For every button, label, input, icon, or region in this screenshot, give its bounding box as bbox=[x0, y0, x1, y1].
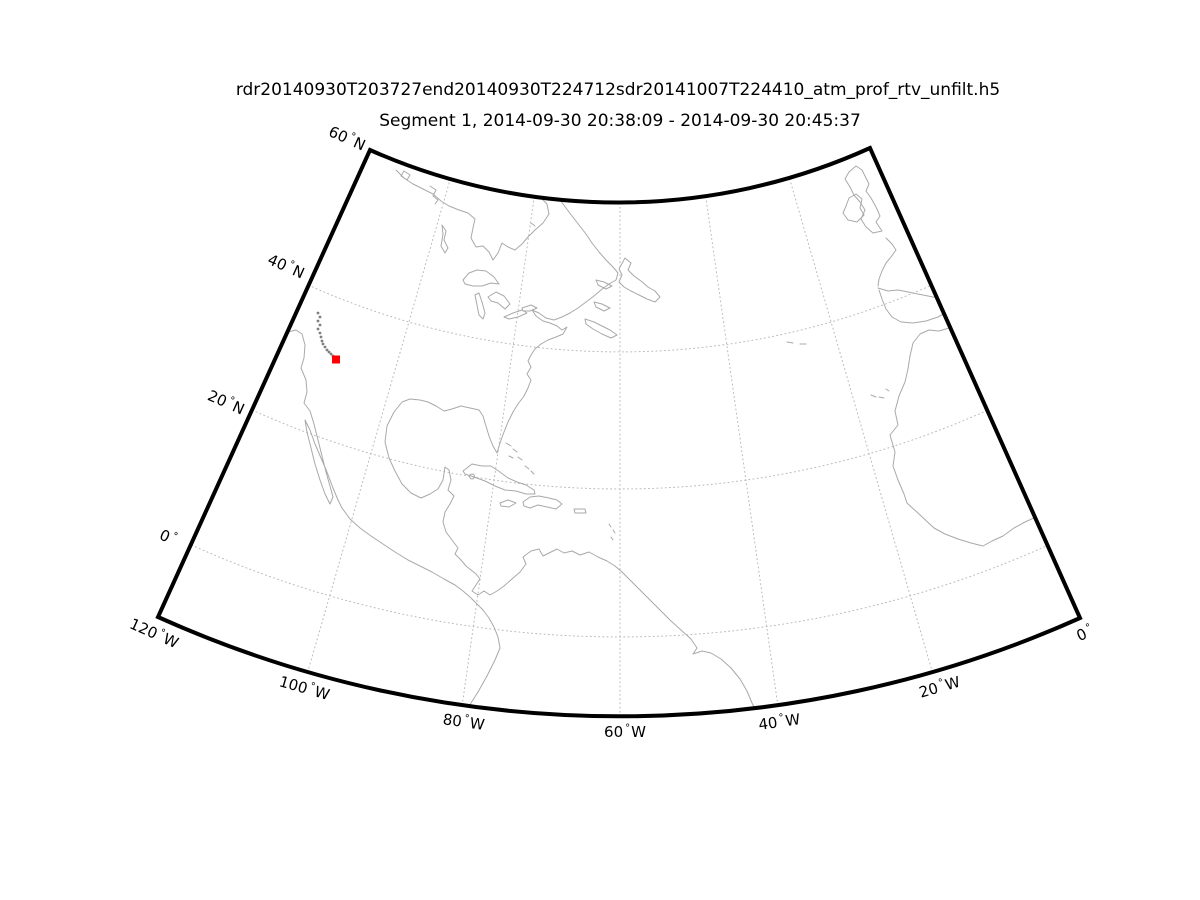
graticule bbox=[191, 178, 1049, 717]
track-point bbox=[323, 345, 327, 349]
track-point bbox=[318, 323, 322, 327]
map-boundary bbox=[155, 145, 1083, 719]
figure-subtitle: Segment 1, 2014-09-30 20:38:09 - 2014-09… bbox=[379, 111, 861, 131]
track-point bbox=[318, 315, 322, 319]
track-point bbox=[320, 339, 324, 343]
label-60w: 60 °W bbox=[604, 723, 646, 741]
coast-hispaniola bbox=[522, 495, 563, 510]
coast-anticosti bbox=[595, 279, 613, 290]
label-20w: 20°W bbox=[917, 673, 962, 702]
track-point bbox=[318, 331, 322, 335]
coast-jamaica bbox=[499, 499, 517, 508]
coast-chesterfield bbox=[429, 185, 439, 205]
figure-title: rdr20140930T203727end20140930T224712sdr2… bbox=[236, 80, 1000, 100]
lesser-antilles bbox=[608, 523, 616, 541]
coast-hudson-bay bbox=[395, 169, 550, 261]
coast-africa bbox=[889, 327, 1037, 547]
track-point bbox=[316, 327, 320, 331]
hudson-bay-island bbox=[530, 222, 536, 227]
track-point bbox=[329, 352, 333, 356]
isla-juventud bbox=[469, 473, 476, 480]
track-point bbox=[316, 319, 320, 323]
coast-great-britain bbox=[844, 165, 883, 234]
coastlines bbox=[287, 165, 1037, 710]
lake-ontario bbox=[521, 304, 538, 312]
lake-huron bbox=[487, 291, 511, 310]
track-point bbox=[327, 350, 331, 354]
meridian-80w bbox=[461, 196, 535, 707]
coast-southampton bbox=[400, 170, 411, 181]
meridian-100w bbox=[307, 178, 451, 674]
coast-pacific bbox=[287, 329, 501, 709]
meridian-20w bbox=[789, 178, 933, 674]
coast-newfoundland bbox=[618, 257, 661, 303]
label-40w: 40°W bbox=[757, 710, 801, 734]
coast-pei bbox=[593, 301, 611, 312]
track-point bbox=[319, 335, 323, 339]
coast-cuba bbox=[462, 463, 536, 495]
lake-michigan bbox=[474, 292, 486, 320]
coast-atlantic-americas bbox=[384, 199, 756, 710]
lake-winnipeg bbox=[440, 224, 449, 254]
segment-end-marker bbox=[332, 355, 340, 364]
lake-erie bbox=[503, 309, 528, 320]
coast-ireland bbox=[842, 193, 865, 223]
track-point bbox=[321, 342, 325, 346]
coast-france bbox=[877, 237, 897, 287]
lake-superior bbox=[462, 269, 500, 287]
coast-puerto-rico bbox=[573, 508, 587, 514]
track-point bbox=[316, 311, 320, 315]
meridian-40w bbox=[705, 196, 779, 707]
coast-nova-scotia bbox=[584, 318, 618, 339]
track-point bbox=[325, 348, 329, 352]
bahamas bbox=[505, 442, 535, 475]
label-80w: 80°W bbox=[442, 710, 486, 734]
parallel-40n bbox=[307, 284, 933, 353]
canary-madeira bbox=[870, 388, 890, 399]
azores bbox=[786, 341, 807, 345]
